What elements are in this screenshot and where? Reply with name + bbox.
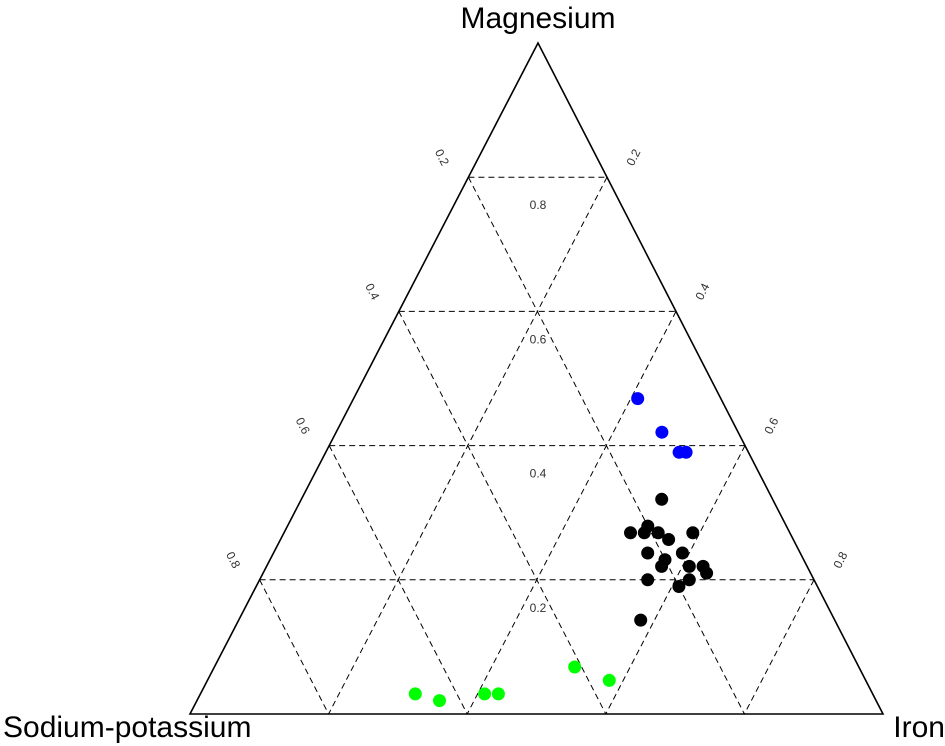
tick-label-left: 0.6 xyxy=(293,415,313,437)
data-point xyxy=(491,687,505,701)
triangle-frame xyxy=(188,41,885,715)
data-point xyxy=(655,492,669,506)
tick-label-left: 0.2 xyxy=(432,147,452,169)
data-point xyxy=(672,580,686,593)
data-point xyxy=(641,573,655,587)
grid-lines xyxy=(259,176,815,715)
data-points xyxy=(408,392,714,708)
data-point xyxy=(408,687,422,701)
tick-label-left: 0.4 xyxy=(362,281,382,303)
data-point xyxy=(686,526,700,540)
tick-label-center: 0.2 xyxy=(530,601,547,615)
tick-label-right: 0.6 xyxy=(761,415,781,437)
data-point xyxy=(624,526,637,540)
grid-line-iron xyxy=(743,579,815,715)
data-point xyxy=(634,613,648,627)
data-point xyxy=(655,559,669,573)
tick-label-center: 0.8 xyxy=(530,198,547,212)
data-point xyxy=(662,533,676,546)
tick-label-center: 0.4 xyxy=(530,467,547,481)
grid-line-sodium-potassium xyxy=(328,445,468,715)
data-point xyxy=(675,546,689,560)
data-point xyxy=(682,559,696,573)
grid-line-sodium-potassium xyxy=(398,311,607,715)
grid-line-sodium-potassium xyxy=(259,579,330,715)
data-point xyxy=(679,445,693,459)
tick-label-left: 0.8 xyxy=(223,549,243,571)
tick-labels: 0.2 0.2 0.2 0.4 0.4 0.4 0.6 0.6 0.6 0.8 0.8 0.8 xyxy=(223,146,850,614)
vertex-label-iron: Iron xyxy=(893,711,945,744)
grid-line-iron xyxy=(466,311,677,715)
tick-label-right: 0.4 xyxy=(692,281,712,303)
data-point xyxy=(641,546,655,560)
tick-label-right: 0.2 xyxy=(623,146,643,168)
data-point xyxy=(655,425,669,439)
data-point xyxy=(700,566,714,580)
data-point xyxy=(631,392,645,406)
data-point xyxy=(478,687,492,701)
data-point xyxy=(651,526,665,540)
tick-label-right: 0.8 xyxy=(830,549,850,571)
tick-label-center: 0.6 xyxy=(530,332,547,346)
data-point xyxy=(682,573,696,587)
vertex-label-sodium-potassium: Sodium-potassium xyxy=(3,711,251,744)
grid-line-iron xyxy=(605,445,746,715)
data-point xyxy=(433,694,446,708)
data-point xyxy=(641,519,655,533)
data-point xyxy=(568,660,582,674)
data-point xyxy=(602,673,616,687)
vertex-label-magnesium: Magnesium xyxy=(460,2,615,35)
